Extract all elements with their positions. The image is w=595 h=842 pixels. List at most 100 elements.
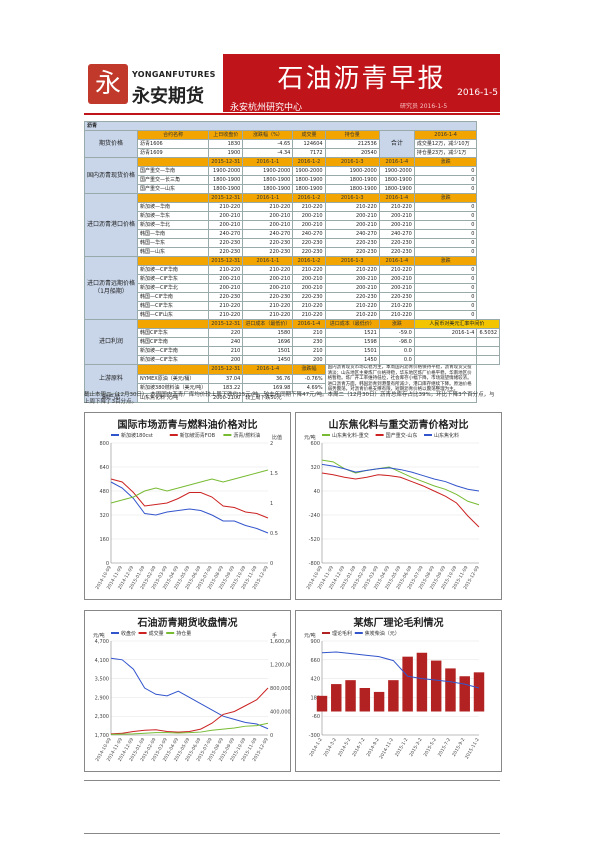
market-commentary: 国内沥青现货市场以稳为主，本周国内沥青价格保持平稳，沥青现货交投清淡；山东地区主… xyxy=(324,364,478,394)
chart-svg: -800-520-24040320600元/吨2014-10-092014-11… xyxy=(304,432,481,591)
column-header: 2016-1-2 xyxy=(292,193,326,203)
table-cell: NYMEX原油（美元/桶） xyxy=(137,373,210,384)
logo-mark: 永 xyxy=(88,64,128,104)
y-tick-label: 420 xyxy=(310,677,320,683)
chart-title: 石油沥青期货收盘情况 xyxy=(137,618,238,629)
table-cell: 0.0 xyxy=(378,355,415,365)
table-cell: 220-230 xyxy=(242,238,294,248)
y-tick-label: 4,100 xyxy=(95,658,109,664)
x-tick-label: 2014-1-2 xyxy=(308,737,323,758)
x-tick-label: 2014-9-2 xyxy=(365,737,380,758)
section-label-text: 进口沥青港口价格 xyxy=(87,221,136,228)
table-cell xyxy=(413,337,478,347)
y-tick-label: 40 xyxy=(314,489,320,495)
table-cell: 0 xyxy=(413,220,478,230)
table-cell: 220-230 xyxy=(378,292,415,302)
bar xyxy=(359,688,371,712)
y2-tick-label: 0 xyxy=(270,733,273,739)
table-cell: 0 xyxy=(413,247,478,257)
y-tick-label: 180 xyxy=(310,695,320,701)
table-cell: 1501 xyxy=(324,346,380,356)
table-cell: 0 xyxy=(413,283,478,293)
table-cell: 新加坡—华东 xyxy=(137,211,210,221)
column-header: 合约名称 xyxy=(137,130,210,140)
x-tick-label: 2014-3-2 xyxy=(323,737,338,758)
table-cell: 1800-1900 xyxy=(324,175,380,185)
section-label: 期货价格 xyxy=(83,130,139,158)
bar xyxy=(445,668,456,712)
table-cell: 200-210 xyxy=(242,211,294,221)
table-cell: 210-220 xyxy=(208,301,244,311)
column-header: 2015-12-31 xyxy=(208,256,244,266)
table-cell: 220-230 xyxy=(378,247,415,257)
table-cell: 37.04 xyxy=(208,373,244,384)
y-tick-label: 2,300 xyxy=(95,714,109,720)
table-caption: 沥青 xyxy=(83,121,478,131)
y-tick-label: 320 xyxy=(99,513,109,519)
x-tick-label: 2015-1-2 xyxy=(394,737,409,758)
table-cell: 210-220 xyxy=(208,202,244,212)
column-header: 2015-12-31 xyxy=(208,364,244,375)
y2-axis-label: 比值 xyxy=(272,434,282,441)
x-tick-label: 2015-11-2 xyxy=(464,737,481,760)
column-header: 2016-1-2 xyxy=(292,256,326,266)
y-tick-label: -300 xyxy=(309,733,320,739)
table-cell: 7172 xyxy=(292,148,326,158)
legend-label: 国产重交-山东 xyxy=(386,432,418,439)
y-tick-label: 800 xyxy=(99,441,109,447)
table-cell: 0 xyxy=(413,292,478,302)
table-cell: 210-220 xyxy=(242,265,294,275)
table-cell xyxy=(413,355,478,365)
table-cell: 200-210 xyxy=(242,220,294,230)
legend-label: 理论毛利 xyxy=(332,630,352,637)
bar xyxy=(459,676,470,712)
table-cell: 220-230 xyxy=(208,238,244,248)
chart-title: 某炼厂理论毛利情况 xyxy=(353,618,444,629)
table-cell: 韩国—CIF华南 xyxy=(137,292,210,302)
table-cell: 新加坡—华南 xyxy=(137,202,210,212)
column-header: 2016-1-4 xyxy=(292,319,326,329)
x-tick-label: 2015-5-2 xyxy=(422,737,437,758)
table-cell: 240-270 xyxy=(292,229,326,239)
table-cell: 210-220 xyxy=(292,301,326,311)
table-cell: -59.0 xyxy=(378,328,415,338)
table-cell: 200 xyxy=(208,355,244,365)
table-cell: 1696 xyxy=(242,337,294,347)
table-cell: 沥青1606 xyxy=(137,139,210,149)
legend-label: 成交量 xyxy=(149,630,164,637)
table-cell: 220-230 xyxy=(208,292,244,302)
table-cell: 0 xyxy=(413,202,478,212)
bar xyxy=(416,652,428,712)
table-cell xyxy=(413,346,478,356)
column-header: 成交量 xyxy=(292,130,326,140)
table-cell: 1900 xyxy=(208,148,244,158)
column-header: 2015-12-31 xyxy=(208,319,244,329)
table-cell: 1800-1900 xyxy=(208,175,244,185)
table-cell: 1800-1900 xyxy=(242,184,294,194)
table-cell: 0 xyxy=(413,184,478,194)
y2-tick-label: 2 xyxy=(270,441,273,447)
legend-label: 山东焦化料 xyxy=(434,432,459,439)
y2-tick-label: 1,600,000 xyxy=(270,639,290,645)
table-cell: 1598 xyxy=(324,337,380,347)
table-cell: 220-230 xyxy=(292,292,326,302)
table-cell: 210-220 xyxy=(242,310,294,320)
table-cell: 200-210 xyxy=(324,274,380,284)
column-header: 涨跌 xyxy=(413,193,478,203)
y-axis-label: 元/吨 xyxy=(304,632,316,639)
column-header: 进口成本（最低价） xyxy=(324,319,380,329)
column-header: 涨跌 xyxy=(413,157,478,167)
column-header: 2016-1-4 xyxy=(242,364,294,375)
series-line xyxy=(110,687,269,735)
total-label: 合计 xyxy=(378,130,415,158)
table-cell: 0 xyxy=(413,310,478,320)
table-cell: 0.0 xyxy=(378,346,415,356)
section-label: 进口沥青港口价格 xyxy=(83,193,139,257)
column-header: 2016-1-3 xyxy=(324,193,380,203)
section-label: 国内沥青现货价格 xyxy=(83,157,139,194)
table-cell: 210-220 xyxy=(242,202,294,212)
table-cell: 1800-1900 xyxy=(378,175,415,185)
chart-shandong-coking: 山东焦化料与重交沥青价格对比 -800 -520 -240 40 320 600 元/吨 20… xyxy=(295,412,502,600)
column-header: 持仓量 xyxy=(324,130,380,140)
table-cell: 新加坡—CIF华北 xyxy=(137,283,210,293)
